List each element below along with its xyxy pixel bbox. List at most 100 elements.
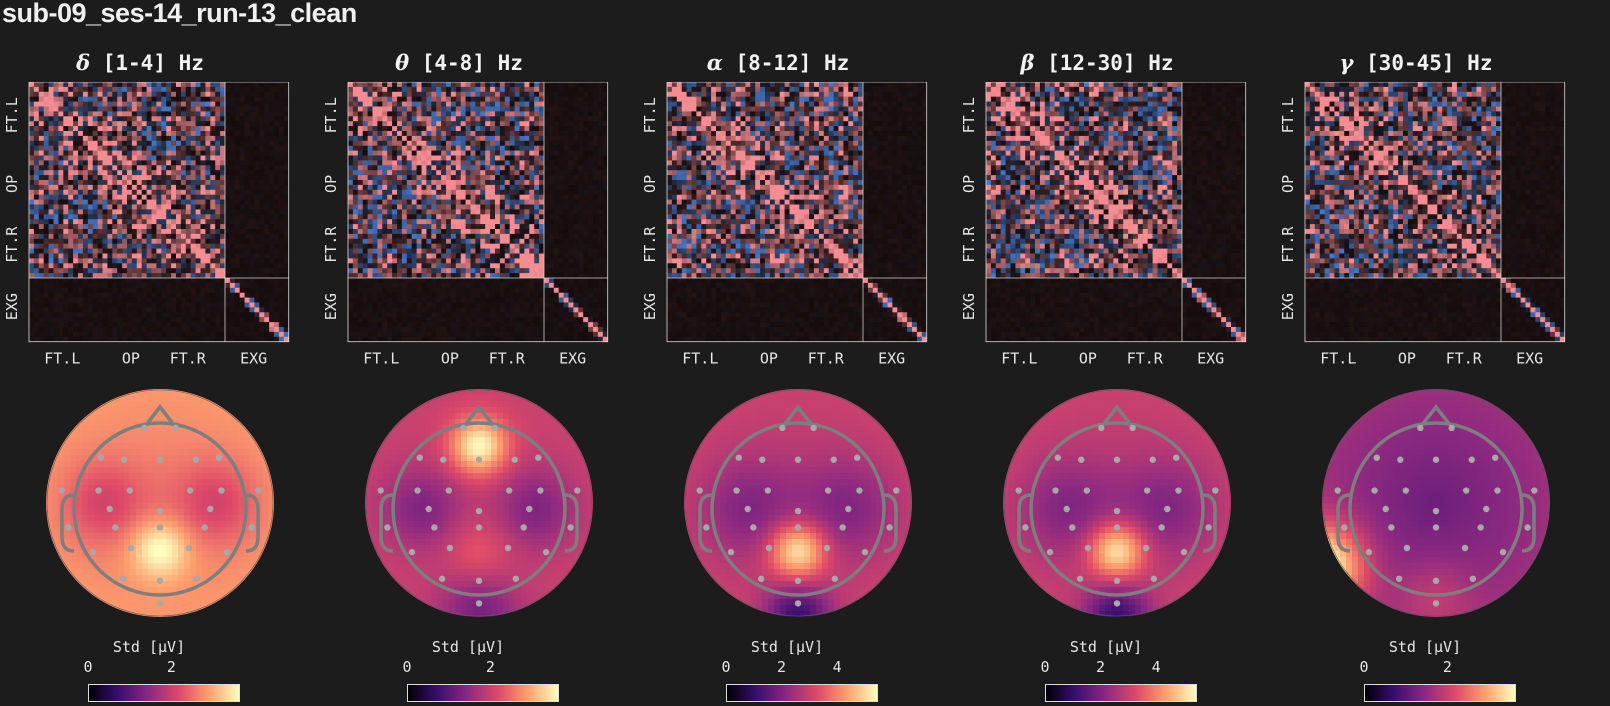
matrix-cell [146, 327, 152, 333]
matrix-cell [131, 189, 138, 196]
matrix-cell [38, 336, 45, 343]
matrix-cell [151, 229, 157, 235]
matrix-cell [278, 135, 285, 142]
matrix-cell [426, 268, 432, 274]
matrix-cell [563, 233, 569, 240]
matrix-cell [514, 135, 520, 142]
matrix-cell [529, 219, 535, 225]
matrix-cell [387, 121, 393, 127]
matrix-cell [131, 317, 138, 323]
matrix-cell [367, 135, 373, 142]
matrix-cell [180, 150, 187, 156]
matrix-cell [127, 253, 133, 259]
matrix-cell [548, 91, 555, 98]
matrix-cell [141, 111, 147, 117]
matrix-cell [283, 263, 290, 269]
matrix-cell [122, 327, 128, 333]
matrix-cell [470, 160, 476, 166]
matrix-cell [578, 229, 584, 235]
matrix-cell [426, 116, 432, 122]
matrix-cell [377, 199, 383, 205]
matrix-cell [563, 199, 569, 205]
matrix-cell [465, 248, 471, 254]
matrix-cell [48, 292, 54, 298]
matrix-cell [200, 331, 206, 338]
matrix-cell [259, 273, 265, 279]
matrix-cell [141, 273, 147, 279]
matrix-cell [485, 199, 491, 205]
matrix-cell [406, 273, 413, 279]
matrix-cell [357, 155, 364, 161]
matrix-cell [29, 302, 35, 308]
matrix-cell [87, 126, 94, 132]
matrix-cell [259, 214, 265, 220]
matrix-cell [446, 170, 452, 176]
band-panel: θ [4-8] Hz FT.L OP FT.R EXG FT.L OP FT.R EXG Std … [319, 0, 639, 706]
matrix-cell [539, 96, 545, 102]
matrix-cell [215, 322, 221, 328]
matrix-cell [229, 248, 236, 254]
matrix-cell [460, 135, 466, 142]
matrix-cell [48, 189, 54, 196]
matrix-cell [426, 91, 432, 98]
matrix-cell [259, 121, 265, 127]
matrix-cell [73, 258, 79, 264]
matrix-cell [180, 327, 187, 333]
matrix-cell [593, 243, 599, 249]
matrix-cell [195, 282, 201, 289]
matrix-cell [82, 204, 89, 210]
matrix-cell [180, 180, 187, 186]
matrix-cell [220, 307, 226, 313]
matrix-cell [259, 292, 265, 298]
matrix-cell [401, 82, 408, 88]
matrix-cell [249, 180, 255, 186]
matrix-cell [436, 219, 442, 225]
matrix-cell [146, 331, 152, 338]
matrix-cell [102, 155, 108, 161]
matrix-cell [234, 307, 241, 313]
matrix-cell [416, 209, 422, 215]
matrix-cell [166, 278, 172, 284]
matrix-cell [220, 204, 226, 210]
matrix-cell [53, 214, 59, 220]
matrix-cell [283, 238, 290, 245]
matrix-cell [166, 170, 172, 176]
matrix-cell [283, 336, 290, 343]
matrix-cell [490, 253, 496, 259]
matrix-cell [283, 224, 290, 230]
matrix-cell [161, 180, 167, 186]
matrix-cell [392, 96, 398, 102]
matrix-cell [377, 258, 383, 264]
matrix-cell [357, 116, 364, 122]
matrix-cell [127, 126, 133, 132]
matrix-cell [401, 145, 408, 151]
matrix-cell [455, 111, 462, 117]
matrix-cell [234, 91, 241, 98]
matrix-cell [225, 258, 231, 264]
matrix-cell [131, 150, 138, 156]
matrix-cell [112, 238, 118, 245]
matrix-cell [485, 189, 491, 196]
matrix-cell [573, 131, 579, 137]
matrix-cell [239, 204, 245, 210]
matrix-cell [239, 184, 245, 191]
matrix-cell [239, 219, 245, 225]
matrix-cell [416, 170, 422, 176]
matrix-cell [38, 170, 45, 176]
matrix-cell [146, 214, 152, 220]
matrix-cell [185, 111, 192, 117]
matrix-cell [92, 194, 98, 200]
matrix-cell [151, 282, 157, 289]
matrix-cell [460, 150, 466, 156]
matrix-cell [102, 140, 108, 147]
matrix-cell [29, 322, 35, 328]
matrix-cell [38, 145, 45, 151]
matrix-cell [151, 307, 157, 313]
matrix-cell [352, 116, 359, 122]
matrix-cell [278, 170, 285, 176]
matrix-cell [78, 91, 84, 98]
matrix-cell [392, 243, 398, 249]
matrix-cell [578, 86, 584, 93]
matrix-cell [171, 116, 177, 122]
matrix-cell [406, 126, 413, 132]
